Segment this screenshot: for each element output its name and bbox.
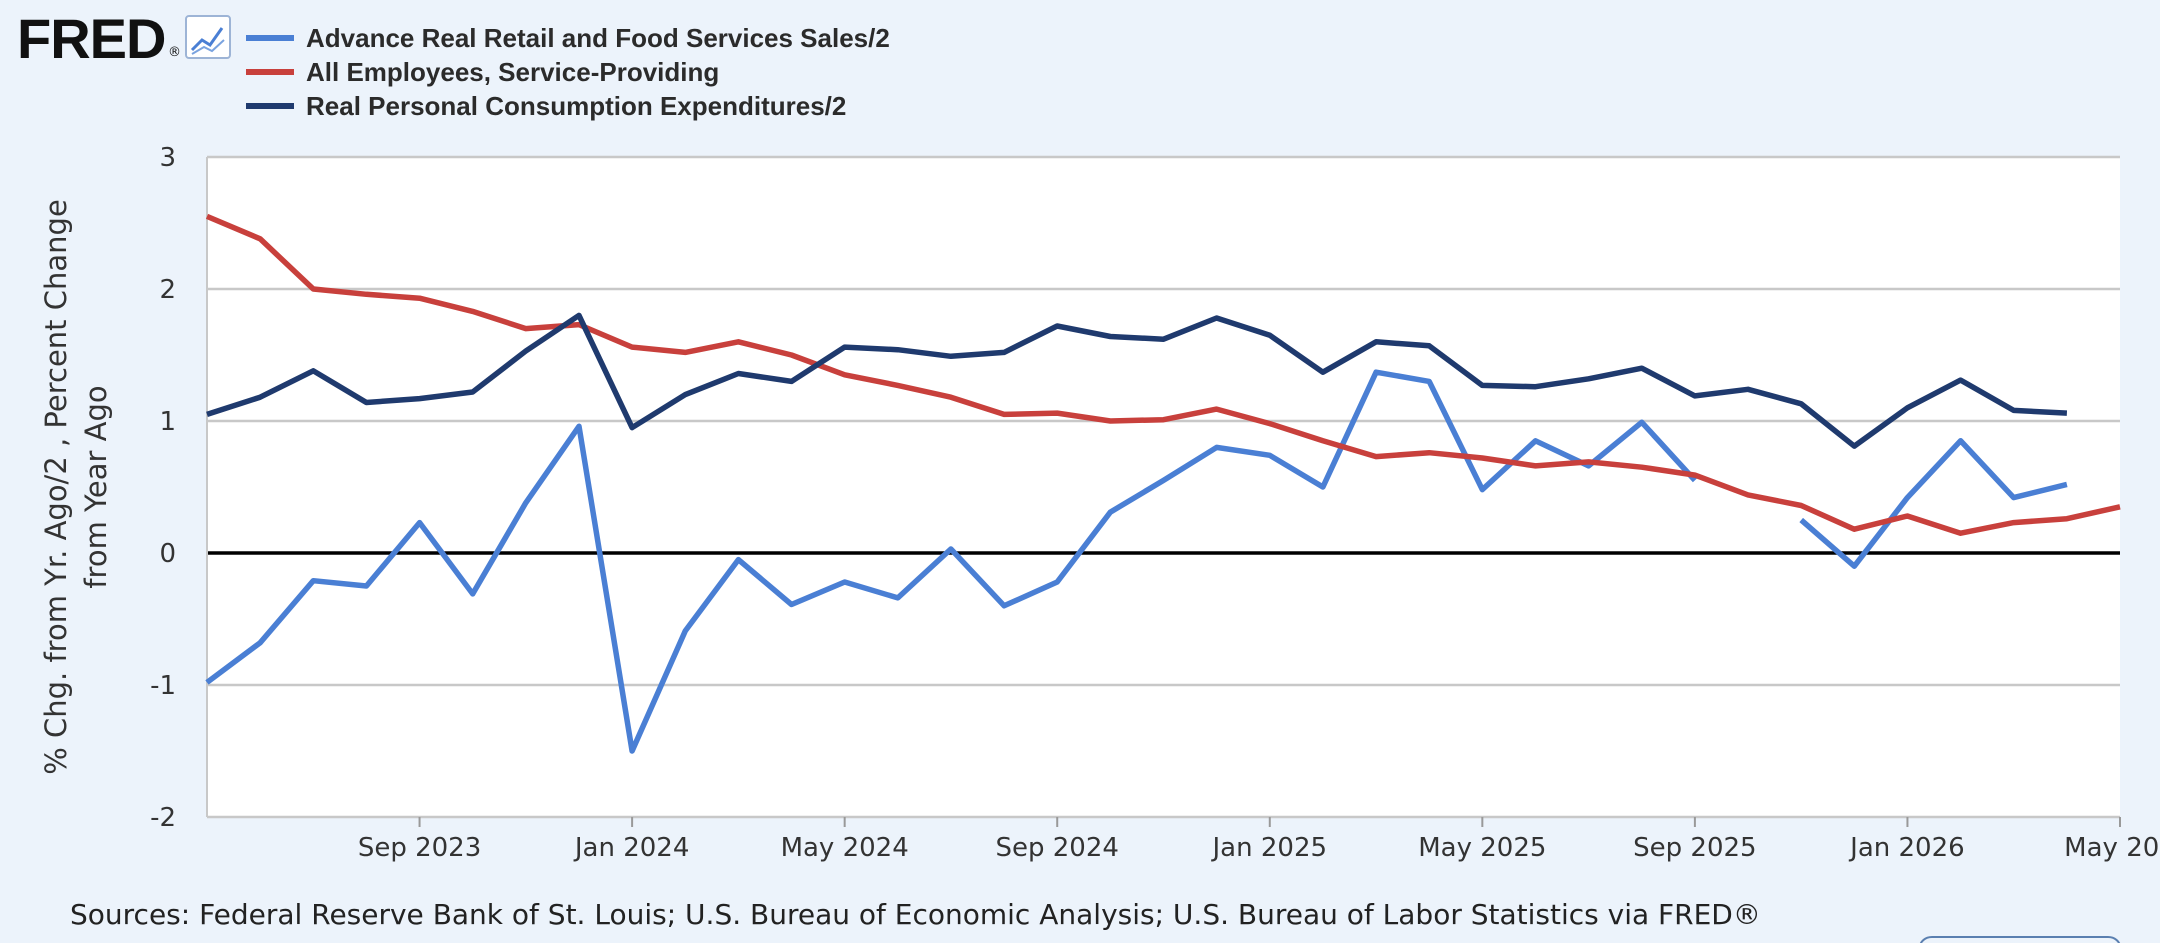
sources-note: Sources: Federal Reserve Bank of St. Lou… (70, 898, 1761, 931)
legend-item-pce[interactable]: Real Personal Consumption Expenditures/2 (246, 91, 846, 121)
series-line (206, 312, 2068, 449)
x-tick-label: Jan 2025 (1211, 833, 1328, 863)
x-tick-label: Jan 2024 (573, 833, 690, 863)
y-tick-label: 1 (159, 407, 176, 437)
x-tick-label: May 2024 (781, 833, 909, 863)
y-axis-ticks: -2 -1 0 1 2 3 (150, 143, 176, 833)
x-tick-label: Sep 2025 (1633, 833, 1756, 863)
series-line (205, 213, 2121, 536)
legend-item-employees[interactable]: All Employees, Service-Providing (246, 57, 719, 87)
legend: Advance Real Retail and Food Services Sa… (246, 23, 890, 121)
legend-label-retail: Advance Real Retail and Food Services Sa… (306, 23, 890, 53)
series-2 (206, 312, 2068, 449)
y-tick-label: -2 (150, 803, 176, 833)
series-line (1799, 438, 2068, 569)
y-axis-title-line-2: from Year Ago (79, 385, 113, 588)
legend-label-pce: Real Personal Consumption Expenditures/2 (306, 91, 846, 121)
y-tick-label: 0 (159, 539, 176, 569)
plot-area (207, 157, 2120, 817)
fred-logo-text: FRED (17, 7, 165, 70)
x-tick-label: Jan 2026 (1848, 833, 1965, 863)
series-line (205, 369, 1697, 754)
x-tick-label: May 2025 (1418, 833, 1546, 863)
y-tick-label: -1 (150, 671, 176, 701)
legend-item-retail[interactable]: Advance Real Retail and Food Services Sa… (246, 23, 890, 53)
edit-graph-button[interactable] (1919, 936, 2121, 943)
series-0 (205, 369, 2068, 754)
series-1 (205, 213, 2121, 536)
y-axis-title: % Chg. from Yr. Ago/2 , Percent Change f… (39, 199, 113, 775)
x-tick-label: Sep 2023 (358, 833, 481, 863)
registered-mark: ® (168, 45, 181, 60)
y-tick-label: 3 (159, 143, 176, 173)
y-tick-label: 2 (159, 275, 176, 305)
series-lines (205, 213, 2121, 754)
graph-icon[interactable] (185, 15, 231, 59)
x-axis-ticks: Sep 2023 Jan 2024 May 2024 Sep 2024 Jan 2025… (358, 817, 2160, 863)
fred-logo[interactable]: FRED ® (17, 7, 181, 70)
x-tick-label: Sep 2024 (996, 833, 1119, 863)
legend-label-employees: All Employees, Service-Providing (306, 57, 719, 87)
x-tick-label: May 202 (2064, 833, 2160, 863)
y-axis-title-line-1: % Chg. from Yr. Ago/2 , Percent Change (39, 199, 73, 775)
